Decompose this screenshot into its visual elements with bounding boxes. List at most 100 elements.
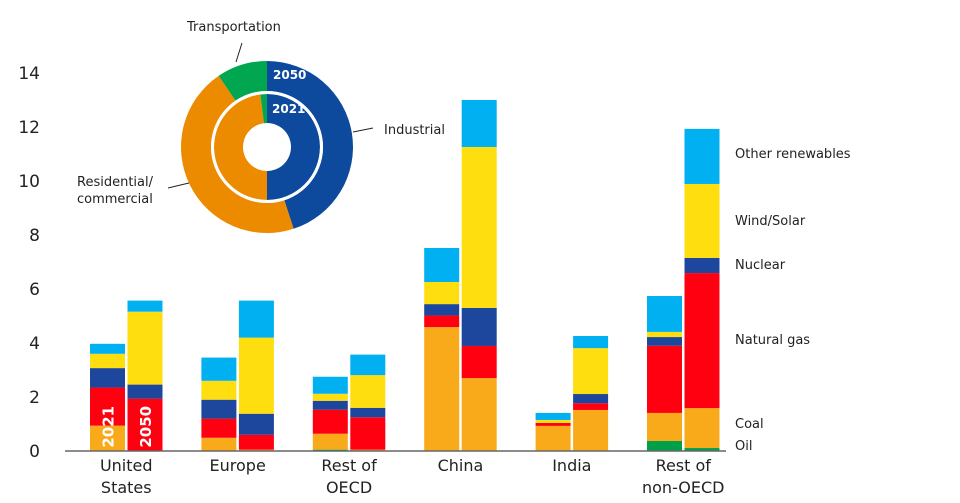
donut-year-label-inner: 2021 [272, 102, 305, 116]
bar-segment-natural-gas [573, 403, 609, 410]
donut-slice-industrial [267, 61, 353, 229]
y-tick-label: 0 [29, 442, 40, 462]
bar-segment-coal [647, 412, 682, 442]
bar-segment-other-renewables [312, 376, 348, 394]
donut-label-residential: Residential/ [77, 175, 154, 190]
x-tick-label: Rest of [321, 456, 377, 475]
leader-line [352, 127, 374, 133]
donut-slice-transportation [260, 94, 267, 124]
bar-segment-wind-solar [461, 146, 497, 308]
bar-segment-natural-gas [350, 417, 386, 450]
bar-segment-nuclear [90, 368, 125, 388]
x-tick-label: Rest of [656, 456, 712, 475]
bar-segment-nuclear [312, 400, 348, 410]
y-tick-label: 12 [18, 118, 40, 138]
x-tick-label: States [101, 478, 152, 497]
bar-segment-wind-solar [90, 353, 125, 369]
bar-segment-nuclear [684, 257, 720, 274]
bar-segment-wind-solar [573, 348, 609, 395]
bar-segment-natural-gas [647, 345, 682, 413]
bar-segment-natural-gas [238, 434, 274, 450]
x-tick-label: United [100, 456, 153, 475]
bar-segment-other-renewables [238, 300, 274, 338]
bar-segment-natural-gas [127, 398, 163, 451]
bar-segment-nuclear [647, 337, 682, 346]
donut-label-transportation: Transportation [186, 20, 281, 35]
bar-segment-other-renewables [535, 412, 571, 420]
bar-segment-natural-gas [535, 422, 571, 426]
leader-line [235, 42, 243, 63]
legend-label: Nuclear [735, 258, 786, 273]
legend-label: Natural gas [735, 333, 810, 348]
x-tick-label: OECD [326, 478, 372, 497]
donut-year-label-outer: 2050 [273, 68, 306, 82]
bar-segment-coal [424, 327, 460, 451]
donut-slice-residential-commercial [180, 75, 294, 234]
x-tick-label: China [438, 456, 484, 475]
x-axis-labels: United States Europe Rest of OECD China India R… [100, 456, 725, 497]
y-axis: 0 2 4 6 8 10 12 14 [18, 64, 40, 462]
legend-label: Other renewables [735, 147, 851, 162]
bar-year-label: 2050 [137, 406, 155, 448]
leader-line [167, 182, 190, 189]
x-tick-label: Europe [210, 456, 266, 475]
bar-segment-oil [647, 441, 682, 451]
bar-segment-other-renewables [573, 335, 609, 349]
donut-label-residential: commercial [77, 192, 153, 207]
bar-segment-coal [201, 437, 237, 451]
y-tick-label: 14 [18, 64, 40, 84]
bar-segment-other-renewables [127, 300, 163, 312]
bar-segment-other-renewables [201, 357, 237, 381]
donut-ring-separator [211, 91, 323, 203]
bar-segment-other-renewables [90, 343, 125, 354]
bar-segment-natural-gas [312, 409, 348, 434]
bar-segment-nuclear [238, 413, 274, 435]
donut-slice-transportation [218, 61, 267, 101]
bar-segment-other-renewables [350, 354, 386, 376]
bar-segment-nuclear [573, 394, 609, 404]
bar-segment-other-renewables [461, 100, 497, 147]
x-tick-label: India [552, 456, 591, 475]
bar-segment-other-renewables [424, 247, 460, 282]
legend-label: Wind/Solar [735, 214, 806, 229]
bar-segment-natural-gas [684, 273, 720, 409]
y-tick-label: 10 [18, 172, 40, 192]
donut-label-industrial: Industrial [384, 123, 445, 138]
bar-segment-natural-gas [461, 345, 497, 379]
bar-segment-coal [461, 378, 497, 451]
bar-segment-natural-gas [424, 315, 460, 328]
bar-segment-coal [312, 433, 348, 450]
bar-segment-coal [684, 408, 720, 449]
donut-slice-residential-commercial [214, 94, 267, 200]
legend-label: Coal [735, 417, 764, 432]
bar-segment-wind-solar [312, 393, 348, 401]
bar-segment-nuclear [127, 384, 163, 399]
y-tick-label: 2 [29, 388, 40, 408]
bars: 2021 2050 [90, 100, 720, 451]
y-tick-label: 4 [29, 334, 40, 354]
bar-segment-nuclear [201, 399, 237, 419]
bar-segment-coal [535, 425, 571, 451]
bar-segment-wind-solar [201, 380, 237, 400]
x-tick-label: non-OECD [642, 478, 724, 497]
bar-segment-wind-solar [647, 331, 682, 338]
bar-segment-wind-solar [127, 311, 163, 385]
donut-slice-industrial [267, 94, 320, 200]
bar-segment-other-renewables [684, 128, 720, 184]
bar-segment-wind-solar [424, 281, 460, 305]
bar-segment-wind-solar [350, 375, 386, 408]
y-tick-label: 8 [29, 226, 40, 246]
bar-segment-wind-solar [238, 337, 274, 414]
bar-segment-oil [684, 448, 720, 451]
bar-segment-wind-solar [684, 183, 720, 258]
legend: Oil Coal Natural gas Nuclear Wind/Solar Other… [735, 147, 851, 454]
bar-segment-coal [573, 409, 609, 451]
bar-year-label: 2021 [100, 406, 118, 448]
bar-segment-nuclear [461, 307, 497, 346]
bar-segment-nuclear [350, 407, 386, 418]
bar-segment-coal [90, 425, 125, 451]
bar-segment-nuclear [424, 304, 460, 316]
legend-label: Oil [735, 439, 752, 454]
bar-segment-natural-gas [90, 387, 125, 426]
